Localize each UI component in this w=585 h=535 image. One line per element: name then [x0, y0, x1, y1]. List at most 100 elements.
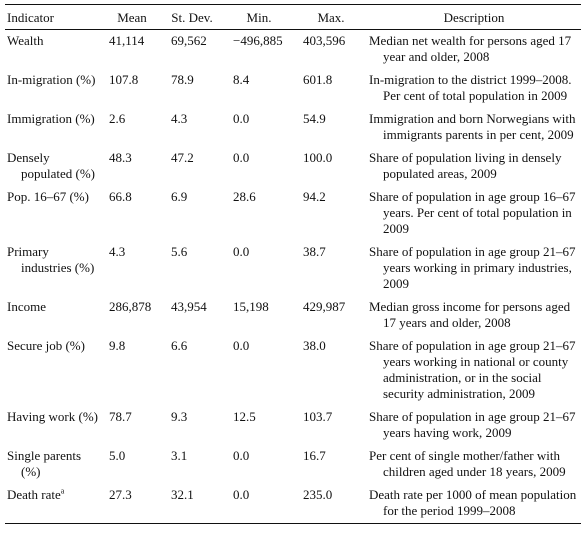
cell-max: 94.2 [303, 189, 326, 204]
cell-max: 38.7 [303, 244, 326, 259]
table-row: Pop. 16–67 (%) 66.8 6.9 28.6 94.2 Share … [5, 186, 581, 241]
cell-sd: 5.6 [171, 244, 188, 259]
cell-description: Share of population in age group 21–67 y… [367, 335, 581, 406]
table-row: Primary industries (%) 4.3 5.6 0.0 38.7 … [5, 241, 581, 296]
cell-description: Per cent of single mother/father with ch… [367, 445, 581, 484]
cell-mean: 286,878 [109, 299, 152, 314]
cell-sd: 47.2 [171, 150, 194, 165]
cell-indicator: Wealth [5, 30, 103, 70]
description-text: Share of population in age group 21–67 y… [369, 409, 576, 440]
description-text: Share of population living in densely po… [369, 150, 562, 181]
cell-min: −496,885 [233, 33, 283, 48]
cell-sd: 4.3 [171, 111, 188, 126]
cell-indicator: Densely populated (%) [5, 147, 103, 186]
indicator-label: Death rate [7, 487, 61, 502]
cell-min: 8.4 [233, 72, 250, 87]
header-max: Max. [295, 4, 367, 30]
cell-mean: 41,114 [109, 33, 145, 48]
header-sd: St. Dev. [161, 4, 223, 30]
header-min: Min. [223, 4, 295, 30]
indicator-label: Immigration (%) [7, 111, 95, 126]
cell-description: Median net wealth for persons aged 17 ye… [367, 30, 581, 70]
table-row: Densely populated (%) 48.3 47.2 0.0 100.… [5, 147, 581, 186]
cell-min: 15,198 [233, 299, 269, 314]
indicator-label: Primary industries (%) [7, 244, 95, 275]
description-text: Share of population in age group 21–67 y… [369, 338, 576, 401]
cell-max: 601.8 [303, 72, 333, 87]
description-text: Share of population in age group 16–67 y… [369, 189, 576, 236]
header-indicator: Indicator [5, 4, 103, 30]
indicator-label: Single parents (%) [7, 448, 82, 479]
indicator-label: In-migration (%) [7, 72, 96, 87]
cell-mean: 2.6 [109, 111, 126, 126]
cell-indicator: Pop. 16–67 (%) [5, 186, 103, 241]
cell-indicator: Primary industries (%) [5, 241, 103, 296]
cell-mean: 27.3 [103, 484, 161, 524]
cell-max: 103.7 [303, 409, 333, 424]
cell-description: Median gross income for persons aged 17 … [367, 296, 581, 335]
cell-min: 0.0 [223, 484, 295, 524]
cell-indicator: Income [5, 296, 103, 335]
description-text: Death rate per 1000 of mean population f… [369, 487, 577, 518]
cell-indicator: Single parents (%) [5, 445, 103, 484]
cell-min: 28.6 [233, 189, 256, 204]
indicator-label: Densely populated (%) [7, 150, 96, 181]
table-row: Having work (%) 78.7 9.3 12.5 103.7 Shar… [5, 406, 581, 445]
cell-description: Share of population in age group 16–67 y… [367, 186, 581, 241]
cell-indicator: Immigration (%) [5, 108, 103, 147]
cell-indicator: Death ratea [5, 484, 103, 524]
descriptive-statistics-table: Indicator Mean St. Dev. Min. Max. Descri… [5, 4, 581, 524]
cell-indicator: In-migration (%) [5, 69, 103, 108]
description-text: Median gross income for persons aged 17 … [369, 299, 571, 330]
cell-mean: 9.8 [109, 338, 126, 353]
cell-max: 403,596 [303, 33, 346, 48]
indicator-label: Having work (%) [7, 409, 98, 424]
description-text: Share of population in age group 21–67 y… [369, 244, 576, 291]
table-row: Death ratea 27.3 32.1 0.0 235.0 Death ra… [5, 484, 581, 524]
cell-description: Share of population in age group 21–67 y… [367, 241, 581, 296]
cell-max: 16.7 [303, 448, 326, 463]
table-row: Immigration (%) 2.6 4.3 0.0 54.9 Immigra… [5, 108, 581, 147]
cell-sd: 6.6 [171, 338, 188, 353]
cell-description: Share of population in age group 21–67 y… [367, 406, 581, 445]
cell-sd: 3.1 [171, 448, 188, 463]
cell-max: 100.0 [303, 150, 333, 165]
table-header: Indicator Mean St. Dev. Min. Max. Descri… [5, 4, 581, 30]
cell-max: 54.9 [303, 111, 326, 126]
table-row: In-migration (%) 107.8 78.9 8.4 601.8 In… [5, 69, 581, 108]
cell-mean: 78.7 [109, 409, 132, 424]
indicator-label: Secure job (%) [7, 338, 85, 353]
table-row: Single parents (%) 5.0 3.1 0.0 16.7 Per … [5, 445, 581, 484]
cell-min: 0.0 [233, 448, 250, 463]
cell-sd: 43,954 [171, 299, 207, 314]
cell-sd: 6.9 [171, 189, 188, 204]
cell-mean: 48.3 [109, 150, 132, 165]
indicator-label: Wealth [7, 33, 44, 48]
cell-min: 0.0 [233, 338, 250, 353]
cell-mean: 66.8 [109, 189, 132, 204]
cell-mean: 5.0 [109, 448, 126, 463]
indicator-label: Income [7, 299, 46, 314]
cell-indicator: Having work (%) [5, 406, 103, 445]
description-text: Immigration and born Norwegians with imm… [369, 111, 576, 142]
cell-max: 429,987 [303, 299, 346, 314]
description-text: Median net wealth for persons aged 17 ye… [369, 33, 572, 64]
cell-description: Death rate per 1000 of mean population f… [367, 484, 581, 524]
cell-min: 12.5 [233, 409, 256, 424]
cell-min: 0.0 [233, 150, 250, 165]
table-row: Income 286,878 43,954 15,198 429,987 Med… [5, 296, 581, 335]
header-description: Description [367, 4, 581, 30]
description-text: Per cent of single mother/father with ch… [369, 448, 566, 479]
cell-max: 38.0 [303, 338, 326, 353]
cell-indicator: Secure job (%) [5, 335, 103, 406]
cell-sd: 78.9 [171, 72, 194, 87]
cell-mean: 4.3 [109, 244, 126, 259]
cell-description: Immigration and born Norwegians with imm… [367, 108, 581, 147]
footnote-marker: a [60, 486, 65, 496]
table-row: Wealth 41,114 69,562 −496,885 403,596 Me… [5, 30, 581, 70]
cell-max: 235.0 [295, 484, 367, 524]
cell-description: In-migration to the district 1999–2008. … [367, 69, 581, 108]
header-mean: Mean [103, 4, 161, 30]
indicator-label: Pop. 16–67 (%) [7, 189, 89, 204]
